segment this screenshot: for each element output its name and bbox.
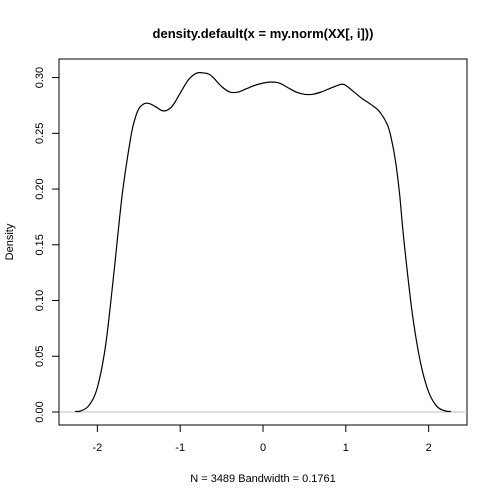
y-axis: 0.00 0.05 0.10 0.15 0.20 0.25 0.30 <box>34 67 60 423</box>
x-axis: -2 -1 0 1 2 <box>92 424 432 454</box>
y-tick-label: 0.10 <box>34 290 46 311</box>
chart-title: density.default(x = my.norm(XX[, i])) <box>153 26 374 41</box>
x-tick-label: -1 <box>175 442 185 454</box>
y-tick-label: 0.25 <box>34 123 46 144</box>
x-axis-label: N = 3489 Bandwidth = 0.1761 <box>190 473 336 485</box>
y-axis-label: Density <box>4 223 16 260</box>
y-tick-label: 0.30 <box>34 67 46 88</box>
x-tick-label: 0 <box>260 442 266 454</box>
density-curve <box>74 71 452 413</box>
y-tick-label: 0.00 <box>34 401 46 422</box>
x-tick-label: -2 <box>92 442 102 454</box>
x-tick-label: 1 <box>343 442 349 454</box>
y-tick-label: 0.20 <box>34 178 46 199</box>
x-tick-label: 2 <box>426 442 432 454</box>
plot-box <box>58 58 468 426</box>
y-tick-label: 0.05 <box>34 346 46 367</box>
y-tick-label: 0.15 <box>34 234 46 255</box>
